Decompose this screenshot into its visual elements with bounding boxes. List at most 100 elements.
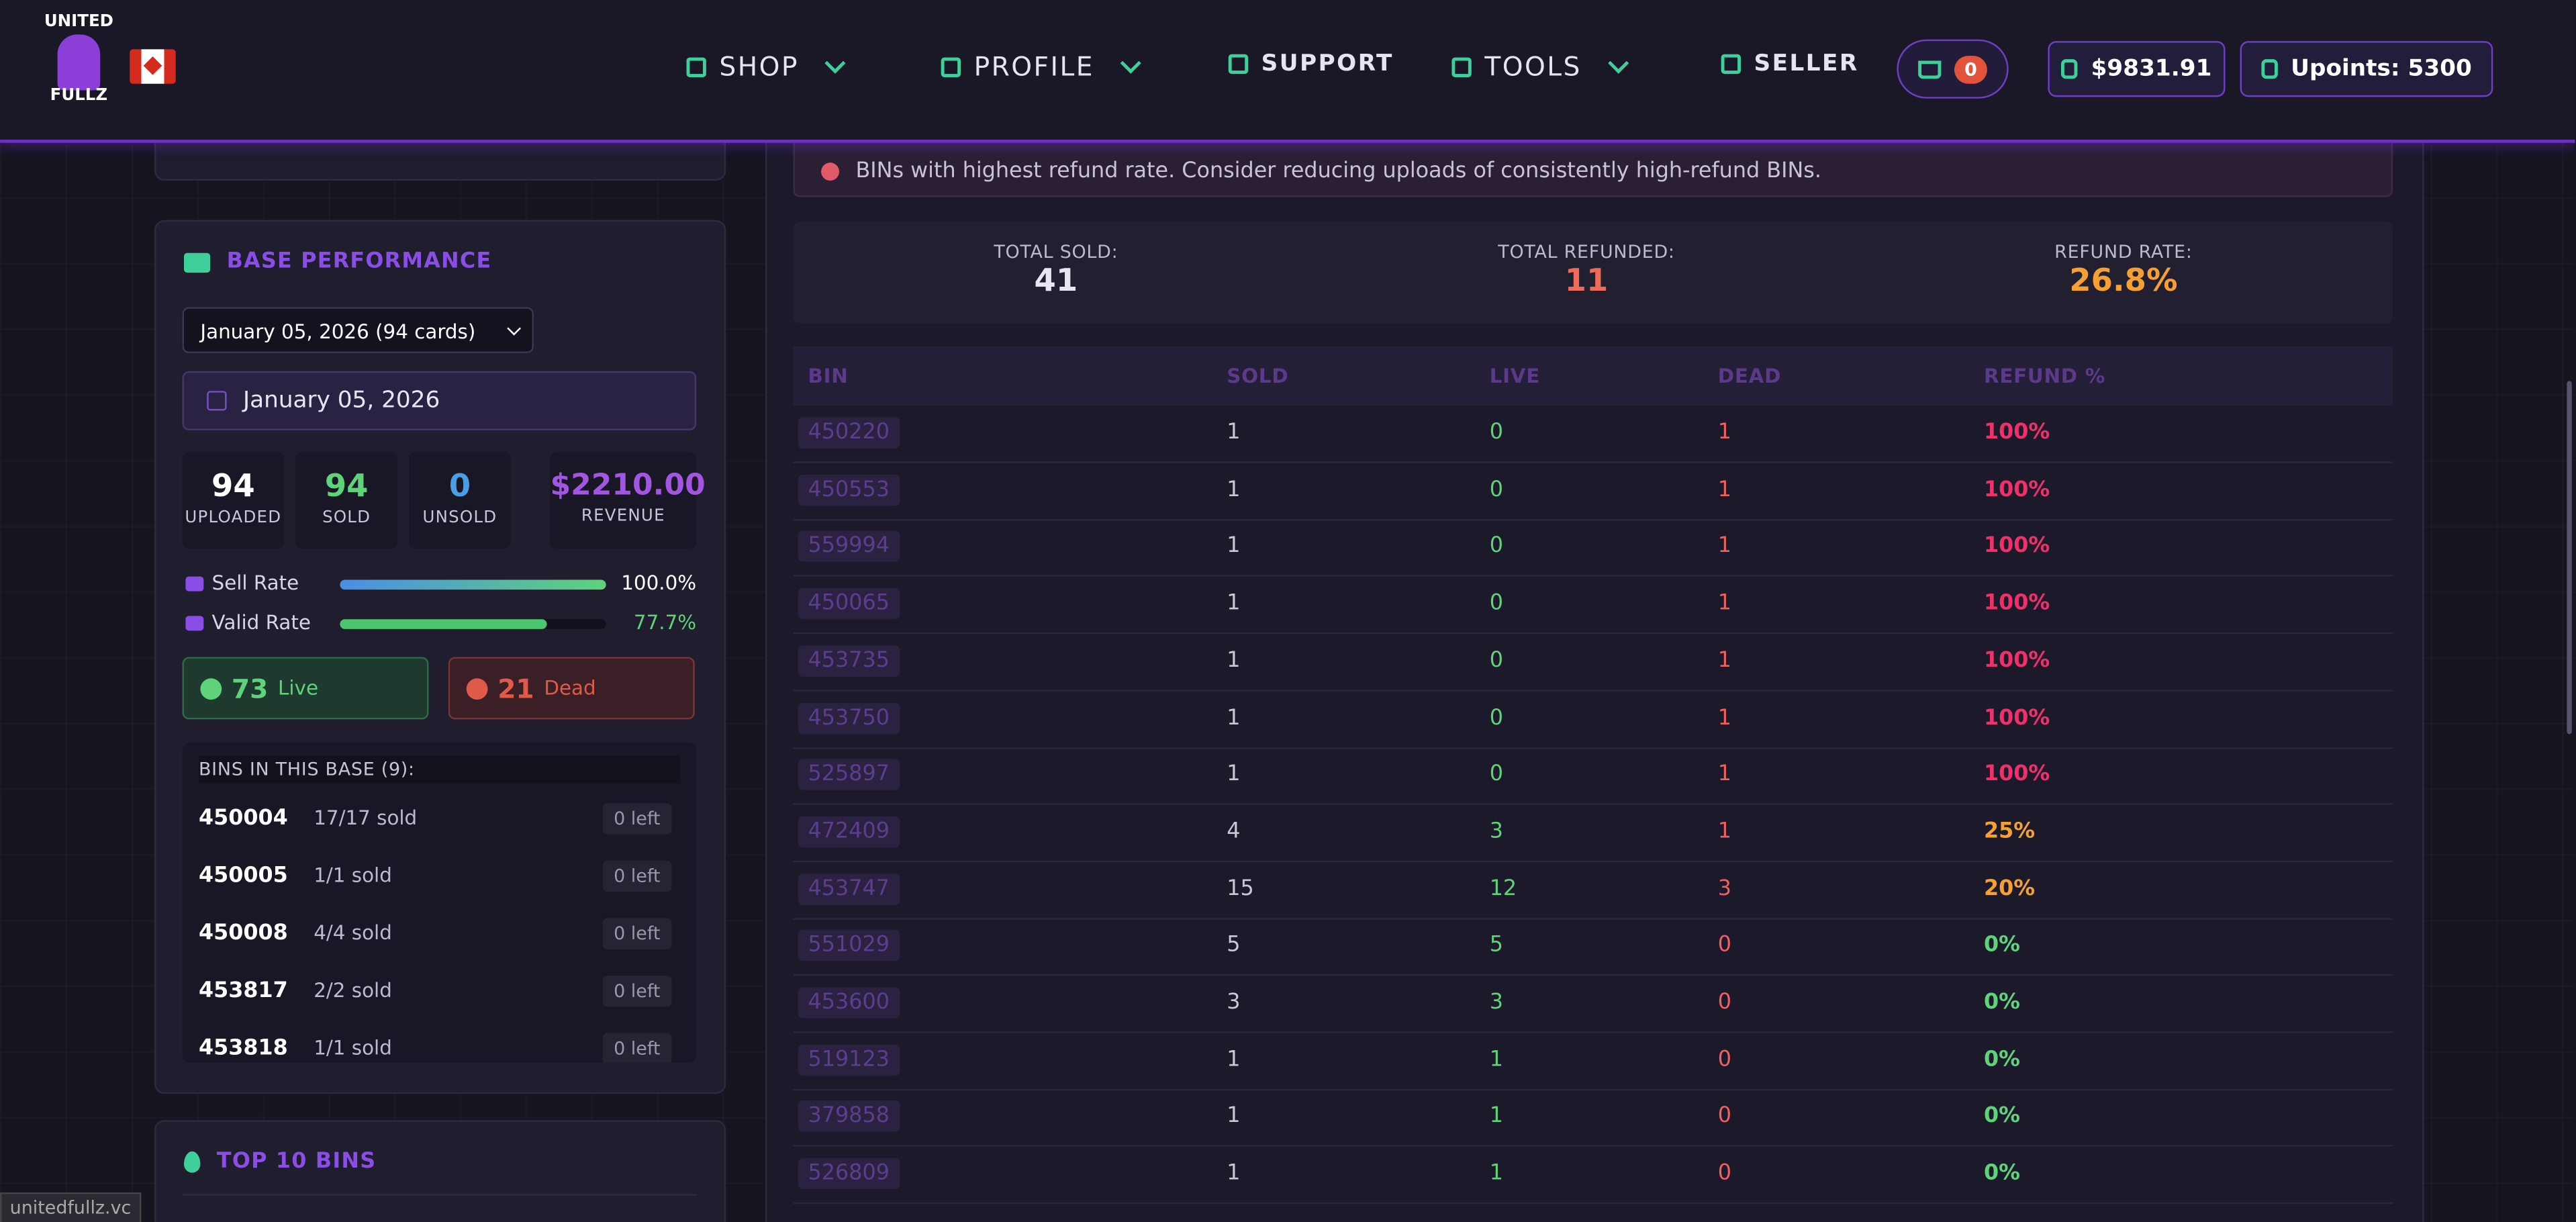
notice: BINs with highest refund rate. Consider …	[793, 133, 2393, 197]
summary-item: TOTAL REFUNDED: 11	[1422, 242, 1750, 299]
rate-icon	[185, 576, 204, 592]
bin-row: 450005 1/1 sold 0 left	[199, 855, 672, 895]
rate-fill	[340, 579, 606, 590]
dead-cell: 3	[1717, 876, 1731, 901]
refund-cell: 0%	[1984, 933, 2021, 958]
table-row: 519123 1 1 0 0%	[793, 1033, 2393, 1090]
bin-row: 450004 17/17 sold 0 left	[199, 798, 672, 838]
sold-cell: 1	[1227, 534, 1241, 559]
bin-sold: 1/1 sold	[314, 863, 392, 887]
scrollbar	[2567, 381, 2572, 735]
live-cell: 0	[1489, 420, 1503, 445]
balance-pill[interactable]: $9831.91	[2048, 41, 2226, 97]
summary-value: 11	[1564, 263, 1609, 299]
bin-pill[interactable]: 453735	[798, 645, 900, 677]
header: UNITED FULLZ SHOP PROFILE SUPPORT TOOLS SELLER…	[0, 0, 2575, 143]
bin-pill[interactable]: 379858	[798, 1100, 900, 1133]
flag-leaf	[143, 56, 162, 75]
table-row: 453747 15 12 3 20%	[793, 861, 2393, 919]
bin-left: 0 left	[602, 974, 672, 1006]
stat-value: 0	[448, 468, 471, 504]
stat-box: 94 UPLOADED	[182, 451, 285, 549]
nav-item[interactable]: PROFILE	[941, 50, 1142, 83]
logo-bottom: FULLZ	[50, 87, 108, 105]
nav-item[interactable]: TOOLS	[1451, 50, 1629, 83]
bin-pill[interactable]: 559994	[798, 531, 900, 563]
bin-pill[interactable]: 551029	[798, 930, 900, 961]
refund-cell: 0%	[1984, 1161, 2021, 1186]
sold-cell: 1	[1227, 1104, 1241, 1129]
nav-icon	[941, 56, 961, 77]
live-cell: 0	[1489, 762, 1503, 788]
bin-pill[interactable]: 453750	[798, 702, 900, 734]
bin-pill[interactable]: 453747	[798, 873, 900, 904]
bin-number: 450005	[198, 863, 288, 888]
nav-item[interactable]: SHOP	[686, 51, 847, 82]
refund-cell: 25%	[1984, 819, 2036, 845]
table-row: 559994 1 0 1 100%	[793, 520, 2393, 577]
cart-button[interactable]: 0	[1897, 39, 2009, 99]
live-cell: 0	[1489, 534, 1503, 559]
nav-chevron	[825, 52, 847, 74]
bin-pill[interactable]: 472409	[798, 816, 900, 847]
bin-pill[interactable]: 519123	[798, 1044, 900, 1076]
upoints-pill[interactable]: Upoints: 5300	[2240, 41, 2493, 97]
bin-sold: 4/4 sold	[314, 921, 392, 945]
table-row: 551029 5 5 0 0%	[793, 919, 2393, 976]
cart-icon	[1918, 60, 1942, 79]
bin-number: 453818	[198, 1035, 288, 1061]
nav-label: PROFILE	[973, 50, 1094, 83]
card-title: TOP 10 BINS	[183, 1149, 377, 1175]
summary-value: 41	[1034, 263, 1078, 299]
dead-cell: 1	[1717, 534, 1731, 559]
date-select[interactable]: January 05, 2026 (94 cards)	[182, 307, 534, 353]
dead-cell: 1	[1717, 420, 1731, 445]
bin-pill[interactable]: 453600	[798, 987, 900, 1019]
bin-number: 453817	[198, 978, 288, 1003]
nav-chevron	[1120, 52, 1142, 74]
sold-cell: 1	[1227, 591, 1241, 616]
nav-icon	[1451, 56, 1472, 77]
bin-left: 0 left	[602, 859, 672, 892]
stat-label: REVENUE	[581, 507, 665, 526]
bin-number: 450008	[198, 921, 288, 945]
bin-row: 450008 4/4 sold 0 left	[199, 913, 672, 953]
live-cell: 0	[1489, 705, 1503, 731]
sold-cell: 5	[1227, 933, 1241, 958]
rate-track	[340, 579, 606, 590]
bin-pill[interactable]: 450553	[798, 474, 900, 506]
dead-cell: 1	[1717, 591, 1731, 616]
title-text: BASE PERFORMANCE	[226, 249, 492, 275]
bin-pill[interactable]: 525897	[798, 759, 900, 791]
table-row: 453735 1 0 1 100%	[793, 634, 2393, 692]
summary-value: 26.8%	[2069, 263, 2178, 299]
nav-item[interactable]: SUPPORT	[1228, 51, 1394, 77]
live-cell: 1	[1489, 1161, 1503, 1186]
refund-cell: 100%	[1984, 477, 2050, 502]
stat-value: 94	[211, 468, 255, 504]
bin-pill[interactable]: 450065	[798, 588, 900, 620]
table-row: 453600 3 3 0 0%	[793, 976, 2393, 1033]
table-row: 472409 4 3 1 25%	[793, 804, 2393, 862]
dead-cell: 1	[1717, 819, 1731, 845]
title-text: TOP 10 BINS	[216, 1149, 377, 1175]
bin-number: 450004	[198, 805, 288, 831]
bin-pill[interactable]: 450220	[798, 417, 900, 449]
flag	[130, 49, 176, 84]
stat-box: 0 UNSOLD	[409, 451, 511, 549]
rate-value: 77.7%	[633, 610, 697, 634]
refund-cell: 100%	[1984, 420, 2050, 445]
bin-sold: 2/2 sold	[314, 978, 392, 1002]
bin-pill[interactable]: 526809	[798, 1158, 900, 1190]
rate-value: 100.0%	[621, 571, 697, 595]
top-bins-card: TOP 10 BINS	[154, 1120, 726, 1222]
table-row: 450553 1 0 1 100%	[793, 463, 2393, 520]
pill-text: Upoints: 5300	[2291, 56, 2472, 83]
live-icon	[200, 677, 222, 699]
cart-count: 0	[1954, 54, 1987, 83]
summary: TOTAL SOLD: 41 TOTAL REFUNDED: 11 REFUND RAT…	[793, 222, 2393, 324]
nav-item[interactable]: SELLER	[1721, 51, 1859, 77]
live-box: 73 Live	[182, 657, 429, 720]
nav-label: TOOLS	[1484, 50, 1582, 83]
